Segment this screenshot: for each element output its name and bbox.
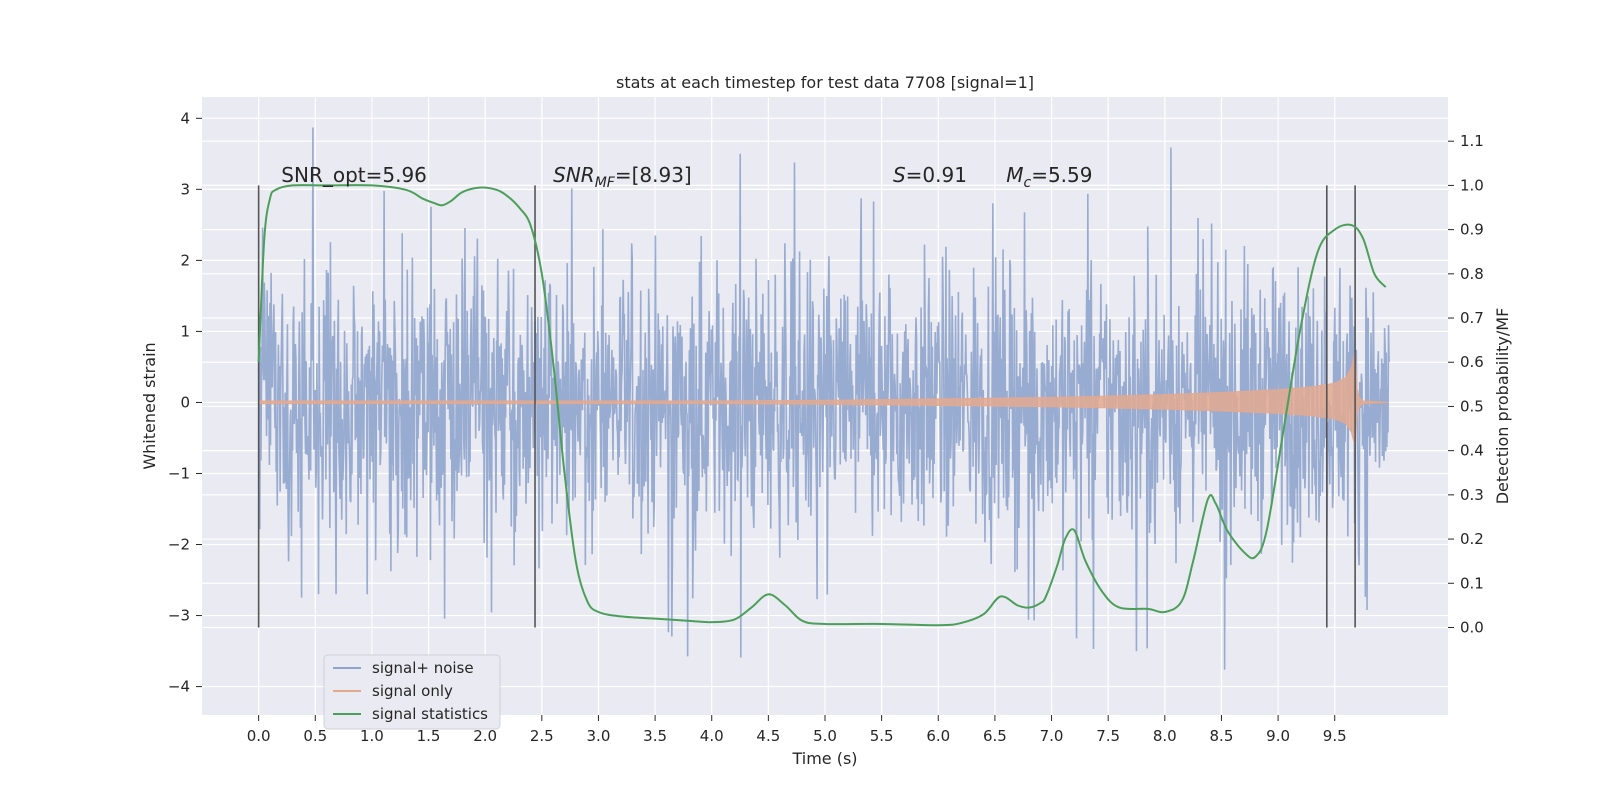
y-right-axis-ticks: 1.1 1.0 0.9 0.8 0.7 0.6 0.5 0.4 0.3 0.2 0.1 0.0 [1448,132,1484,636]
x-tick-label-1: 0.5 [303,727,327,745]
annotation-1: SNRMF=[8.93] [553,163,692,191]
x-tick-label-6: 3.0 [587,727,611,745]
annotation-0: SNR_opt=5.96 [281,163,427,187]
y-right-tick-label-7: 0.4 [1460,442,1484,460]
x-tick-label-4: 2.0 [473,727,497,745]
legend-label-signal-statistics: signal statistics [372,705,488,723]
annotation-1-base: SNR [553,163,595,187]
y-left-axis-ticks: 4 3 2 1 0 −1 −2 −3 −4 [168,109,202,696]
annotation-2-rest: =0.91 [906,163,967,187]
x-tick-label-18: 9.0 [1266,727,1290,745]
x-tick-label-17: 8.5 [1210,727,1234,745]
annotation-1-rest: =[8.93] [615,163,692,187]
chart-title: stats at each timestep for test data 770… [616,73,1034,92]
annotations: SNR_opt=5.96 SNRMF=[8.93] S=0.91 Mc=5.59 [281,163,1092,191]
x-tick-label-0: 0.0 [247,727,271,745]
y-right-tick-label-4: 0.7 [1460,309,1484,327]
x-axis-label: Time (s) [791,749,857,768]
x-tick-label-16: 8.0 [1153,727,1177,745]
x-tick-label-9: 4.5 [756,727,780,745]
signal-noise-line [257,127,1390,670]
y-right-tick-label-1: 1.0 [1460,176,1484,194]
y-left-tick-label-7: −3 [168,607,190,625]
legend-label-signal-only: signal only [372,682,453,700]
x-tick-label-14: 7.0 [1040,727,1064,745]
y-right-tick-label-9: 0.2 [1460,530,1484,548]
x-tick-label-8: 4.0 [700,727,724,745]
y-right-tick-label-2: 0.9 [1460,221,1484,239]
y-right-tick-label-6: 0.5 [1460,397,1484,415]
y-left-tick-label-1: 3 [180,180,190,198]
annotation-3-base: M [1006,163,1023,187]
y-left-tick-label-2: 2 [180,251,190,269]
annotation-3-sub: c [1024,175,1032,191]
y-right-tick-label-10: 0.1 [1460,574,1484,592]
x-tick-label-2: 1.0 [360,727,384,745]
legend-label-signal-noise: signal+ noise [372,659,474,677]
x-axis-ticks: 0.0 0.5 1.0 1.5 2.0 2.5 3.0 3.5 4.0 4.5 5.0 5.5 6.0 6… [247,715,1347,745]
y-right-axis-label: Detection probability/MF [1493,308,1512,505]
y-right-tick-label-3: 0.8 [1460,265,1484,283]
legend: signal+ noise signal only signal statist… [323,654,501,730]
x-tick-label-11: 5.5 [870,727,894,745]
annotation-1-sub: MF [595,175,616,191]
series-signal-only [258,350,1390,447]
annotation-3: Mc=5.59 [1006,163,1092,191]
x-tick-label-12: 6.0 [926,727,950,745]
y-right-tick-label-0: 1.1 [1460,132,1484,150]
signal-only-band [258,350,1390,447]
annotation-2-base: S [893,163,906,187]
x-tick-label-10: 5.0 [813,727,837,745]
annotation-3-rest: =5.59 [1031,163,1092,187]
x-tick-label-5: 2.5 [530,727,554,745]
series-signal-noise [257,127,1390,670]
x-tick-label-15: 7.5 [1096,727,1120,745]
y-left-tick-label-6: −2 [168,536,190,554]
y-left-axis-label: Whitened strain [140,342,159,469]
y-right-tick-label-5: 0.6 [1460,353,1484,371]
y-left-tick-label-4: 0 [180,393,190,411]
x-tick-label-3: 1.5 [417,727,441,745]
annotation-2: S=0.91 [893,163,967,187]
y-right-tick-label-8: 0.3 [1460,486,1484,504]
vertical-markers [257,185,1356,628]
x-tick-label-13: 6.5 [983,727,1007,745]
y-left-tick-label-5: −1 [168,464,190,482]
y-left-tick-label-8: −4 [168,678,190,696]
series-signal-statistics [257,184,1387,627]
y-left-tick-label-0: 4 [180,109,190,127]
signal-statistics-line [257,184,1387,627]
legend-box [323,654,501,730]
y-right-tick-label-11: 0.0 [1460,618,1484,636]
x-tick-label-19: 9.5 [1323,727,1347,745]
y-left-tick-label-3: 1 [180,322,190,340]
x-tick-label-7: 3.5 [643,727,667,745]
